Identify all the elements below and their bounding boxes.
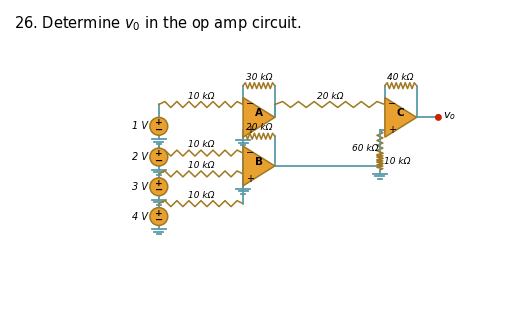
Text: 10 kΩ: 10 kΩ	[187, 140, 214, 149]
Text: 2 V: 2 V	[132, 152, 147, 162]
Text: 20 kΩ: 20 kΩ	[245, 123, 272, 132]
Polygon shape	[242, 146, 274, 186]
Text: +: +	[155, 209, 162, 217]
Text: 20 kΩ: 20 kΩ	[316, 92, 342, 100]
Text: −: −	[387, 99, 395, 110]
Text: 10 kΩ: 10 kΩ	[187, 92, 214, 100]
Text: 10 kΩ: 10 kΩ	[187, 191, 214, 200]
Text: 60 kΩ: 60 kΩ	[351, 144, 378, 153]
Text: 10 kΩ: 10 kΩ	[383, 156, 410, 166]
Text: 10 kΩ: 10 kΩ	[187, 161, 214, 170]
Text: +: +	[155, 149, 162, 158]
Text: −: −	[155, 156, 163, 166]
Circle shape	[149, 117, 167, 135]
Text: −: −	[245, 148, 254, 158]
Text: B: B	[255, 157, 263, 167]
Text: $v_o$: $v_o$	[442, 110, 456, 122]
Circle shape	[149, 208, 167, 226]
Circle shape	[435, 115, 440, 120]
Text: 40 kΩ: 40 kΩ	[387, 73, 413, 82]
Text: 4 V: 4 V	[132, 212, 147, 222]
Text: A: A	[255, 109, 263, 118]
Text: 3 V: 3 V	[132, 182, 147, 192]
Text: 1 V: 1 V	[132, 121, 147, 131]
Text: C: C	[396, 109, 403, 118]
Circle shape	[149, 178, 167, 196]
Text: −: −	[155, 125, 163, 135]
Polygon shape	[242, 98, 274, 137]
Text: +: +	[245, 125, 254, 135]
Text: +: +	[155, 179, 162, 188]
Text: +: +	[245, 174, 254, 184]
Text: −: −	[155, 215, 163, 225]
Text: 30 kΩ: 30 kΩ	[245, 73, 272, 82]
Text: −: −	[245, 99, 254, 110]
Text: 26. Determine $v_0$ in the op amp circuit.: 26. Determine $v_0$ in the op amp circui…	[14, 14, 301, 33]
Circle shape	[149, 148, 167, 166]
Polygon shape	[384, 98, 416, 137]
Text: +: +	[155, 118, 162, 127]
Text: −: −	[155, 185, 163, 195]
Text: +: +	[387, 125, 395, 135]
